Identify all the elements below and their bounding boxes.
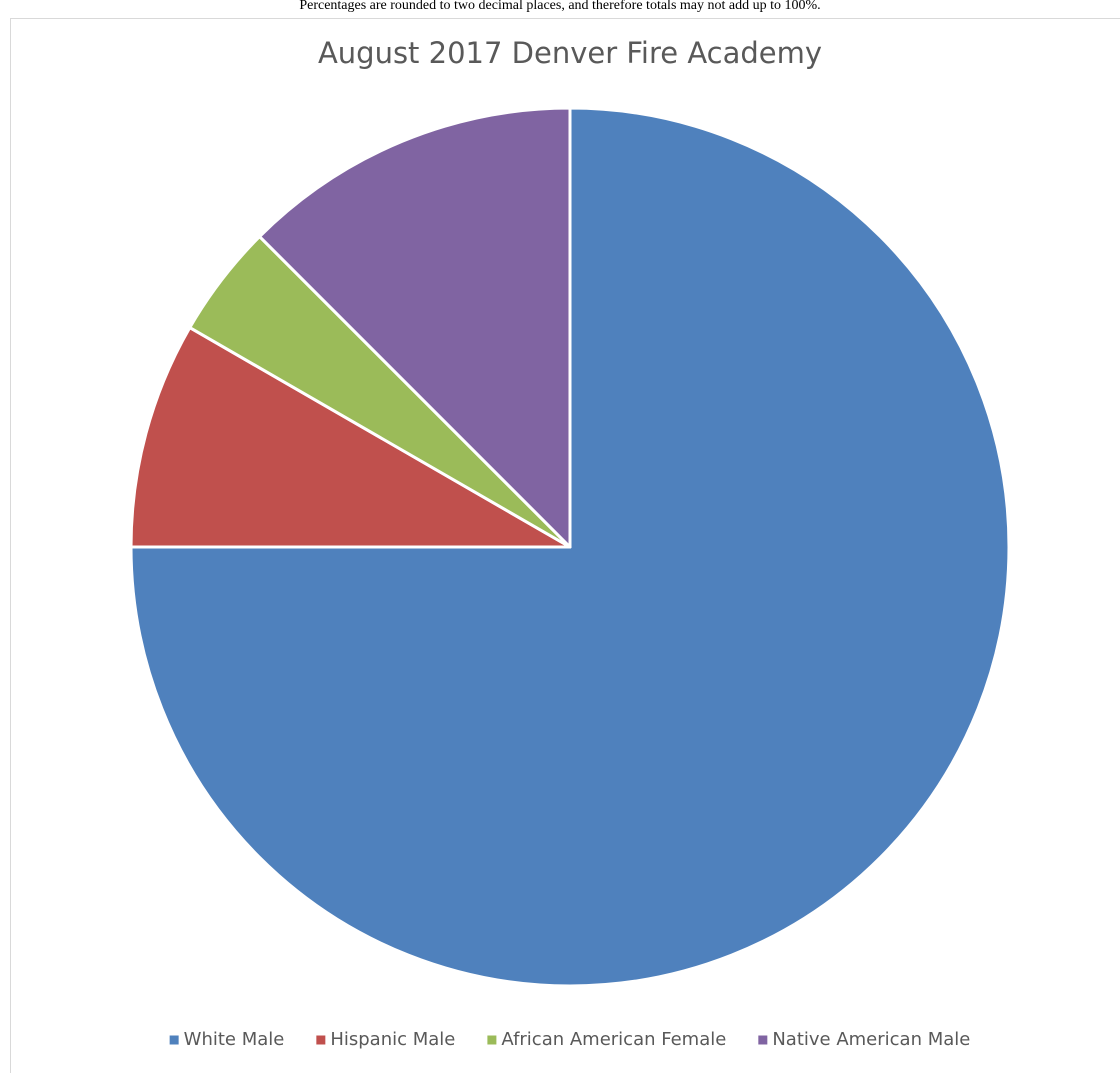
legend-label: African American Female bbox=[501, 1029, 726, 1050]
legend-marker bbox=[758, 1035, 768, 1045]
chart-title: August 2017 Denver Fire Academy bbox=[318, 36, 822, 70]
note: Percentages are rounded to two decimal p… bbox=[299, 0, 820, 13]
legend-label: Hispanic Male bbox=[330, 1029, 455, 1050]
legend-marker bbox=[316, 1035, 326, 1045]
pie-slice bbox=[129, 326, 572, 549]
legend: White Male Hispanic Male African American … bbox=[169, 1029, 970, 1050]
pie-slice bbox=[258, 106, 572, 549]
pie-slice bbox=[129, 106, 1011, 988]
legend-marker bbox=[169, 1035, 179, 1045]
legend-label: White Male bbox=[184, 1029, 285, 1050]
legend-marker bbox=[487, 1035, 497, 1045]
pie bbox=[129, 106, 1011, 988]
legend-label: Native American Male bbox=[772, 1029, 970, 1050]
